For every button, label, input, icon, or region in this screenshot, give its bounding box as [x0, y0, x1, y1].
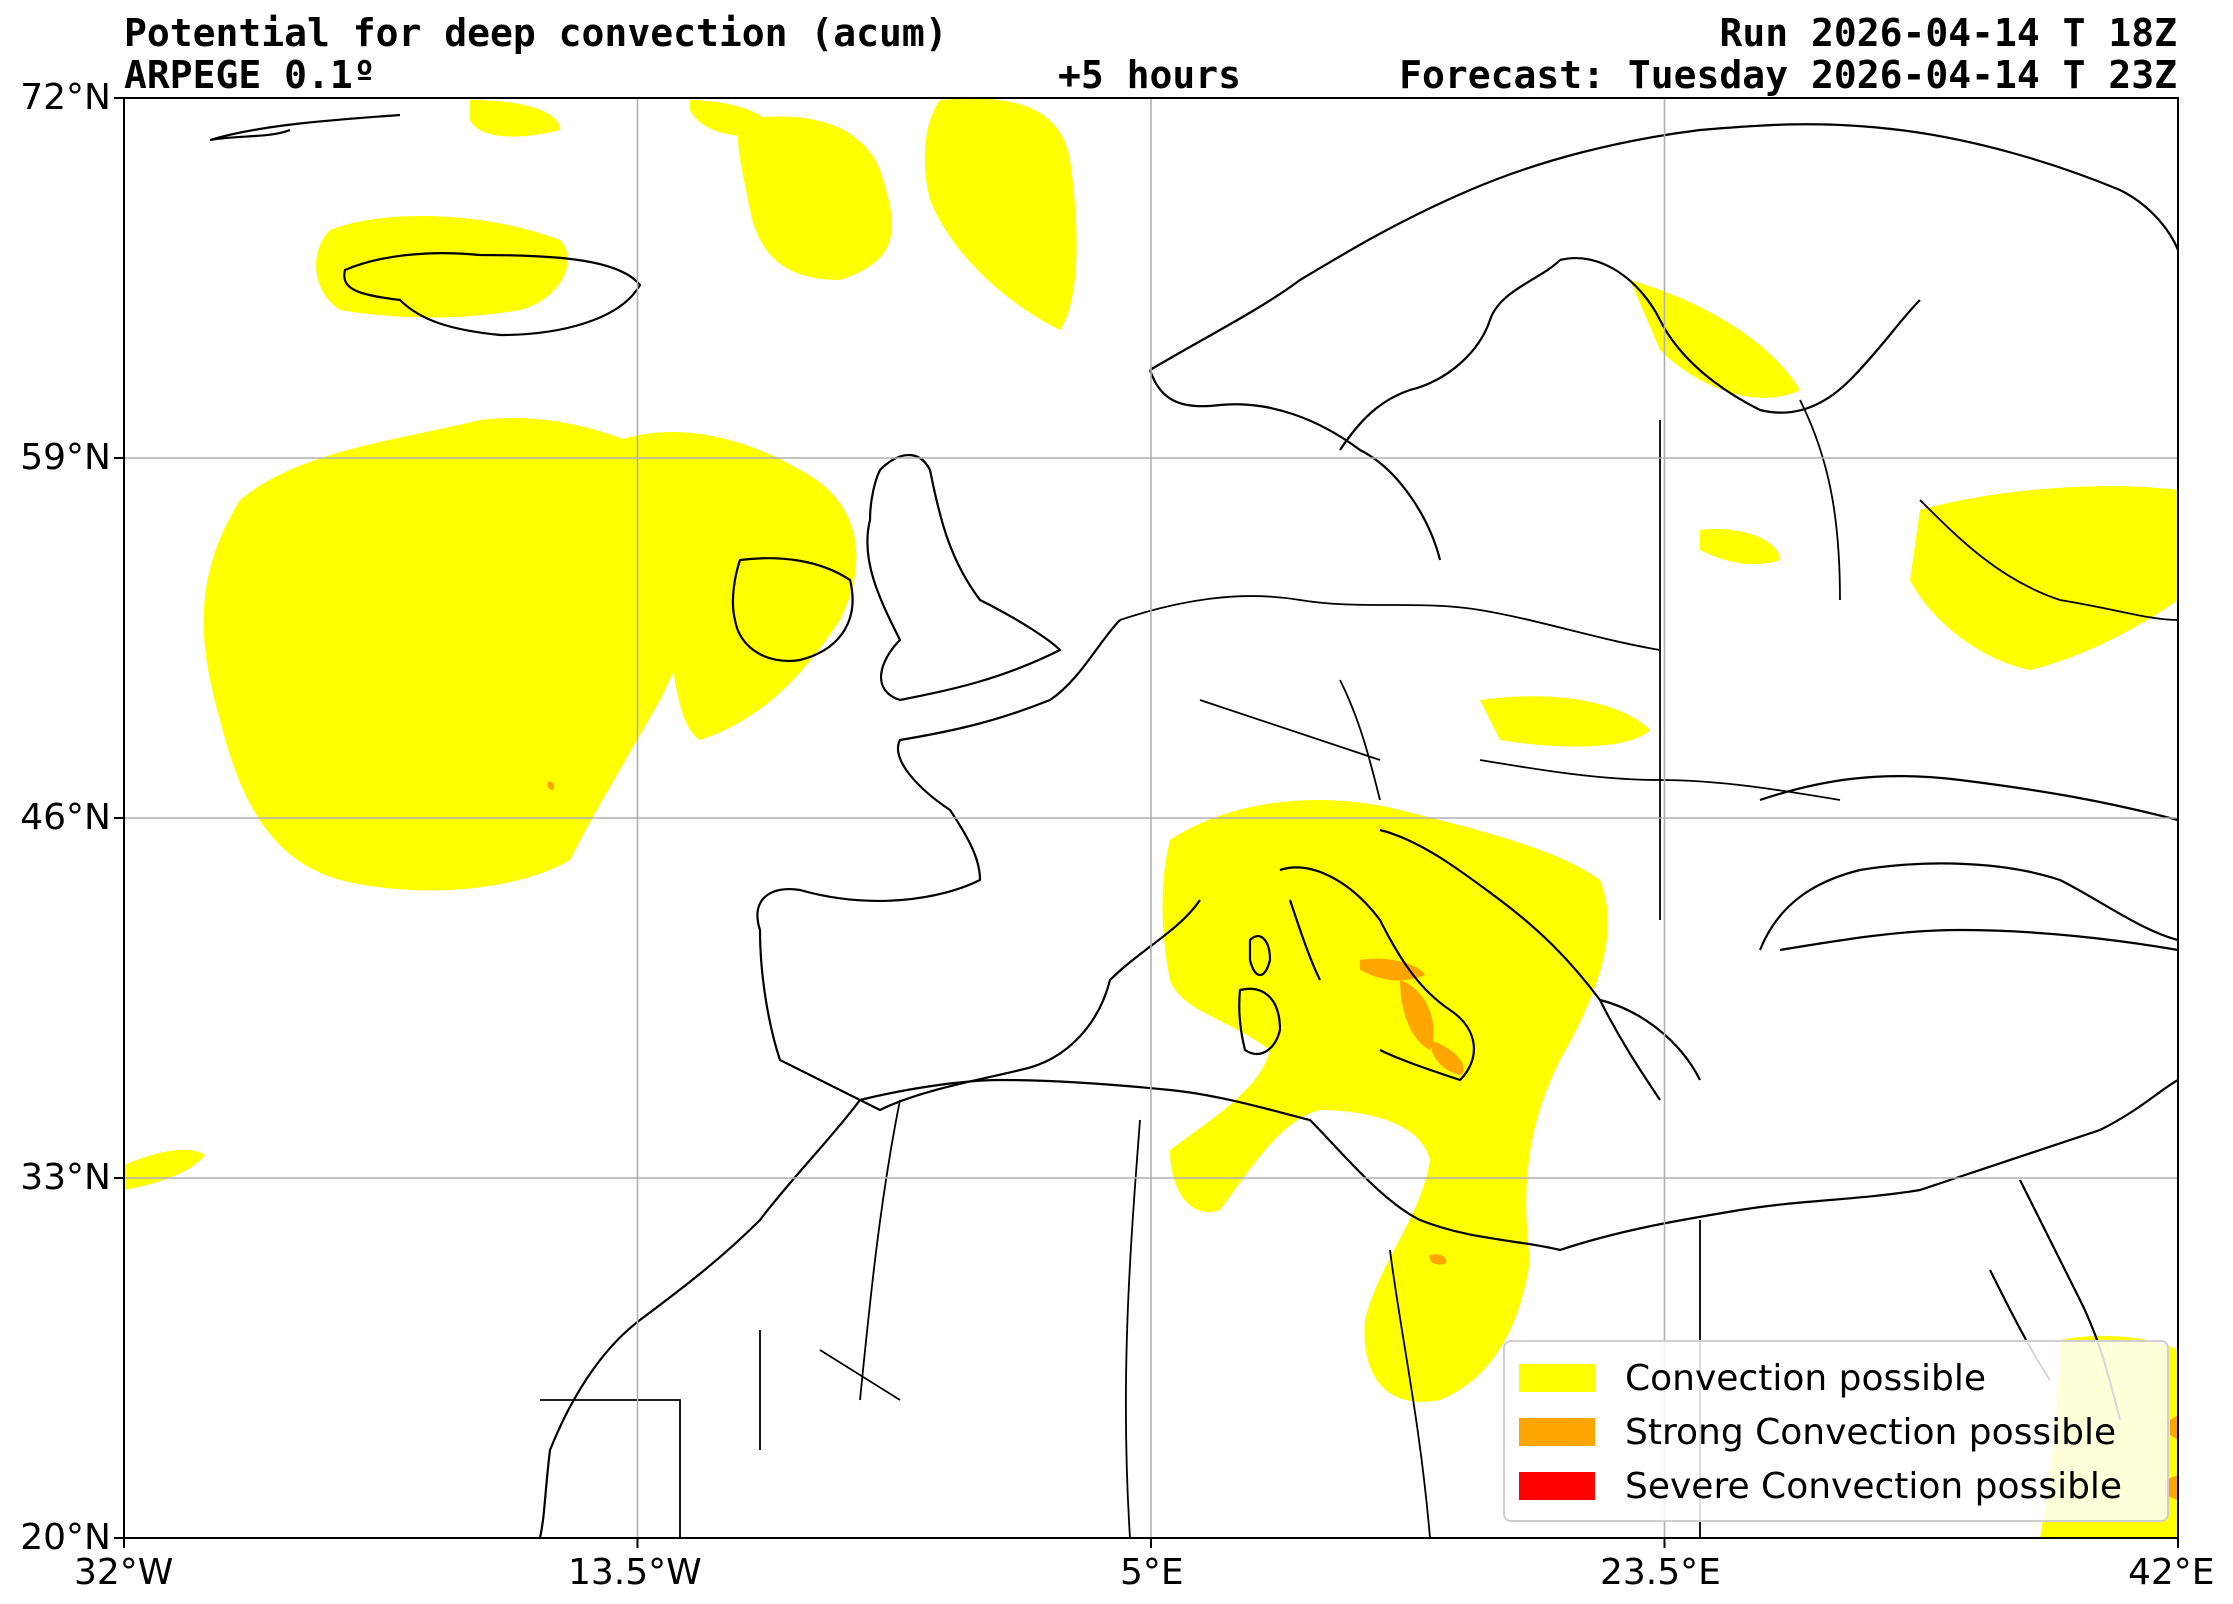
- map-title: Potential for deep convection (acum): [124, 11, 948, 55]
- legend-label: Convection possible: [1625, 1357, 1987, 1399]
- political-borders: [540, 399, 2178, 1538]
- lon-tick-label: 42°E: [2128, 1552, 2215, 1593]
- legend-swatch-red: [1519, 1472, 1595, 1500]
- lat-tick-label: 33°N: [20, 1157, 111, 1198]
- lon-tick-label: 32°W: [74, 1552, 174, 1593]
- model-label: ARPEGE 0.1º: [124, 53, 376, 97]
- lat-tick-label: 72°N: [20, 77, 111, 118]
- lon-tick-label: 23.5°E: [1600, 1552, 1721, 1593]
- lat-tick-label: 46°N: [20, 797, 111, 838]
- legend-item-strong-convection: Strong Convection possible: [1519, 1410, 2116, 1454]
- lat-tick-label: 59°N: [20, 437, 111, 478]
- legend-swatch-yellow: [1519, 1364, 1595, 1392]
- gridlines: [124, 98, 2178, 1538]
- forecast-label: Forecast: Tuesday 2026-04-14 T 23Z: [1399, 53, 2177, 97]
- legend-label: Strong Convection possible: [1625, 1411, 2117, 1453]
- lon-tick-label: 13.5°W: [568, 1552, 702, 1593]
- legend-swatch-orange: [1519, 1418, 1595, 1446]
- legend-item-severe-convection: Severe Convection possible: [1519, 1464, 2122, 1508]
- strong-convection-areas: [547, 781, 2178, 1500]
- lead-time-label: +5 hours: [1058, 53, 1242, 97]
- lon-tick-label: 5°E: [1120, 1552, 1184, 1593]
- legend-label: Severe Convection possible: [1625, 1465, 2123, 1507]
- run-label: Run 2026-04-14 T 18Z: [1719, 11, 2177, 55]
- tick-marks: [114, 97, 2179, 1548]
- legend-item-convection: Convection possible: [1519, 1356, 1986, 1400]
- legend: Convection possible Strong Convection po…: [1503, 1340, 2169, 1522]
- lat-tick-label: 20°N: [20, 1517, 111, 1558]
